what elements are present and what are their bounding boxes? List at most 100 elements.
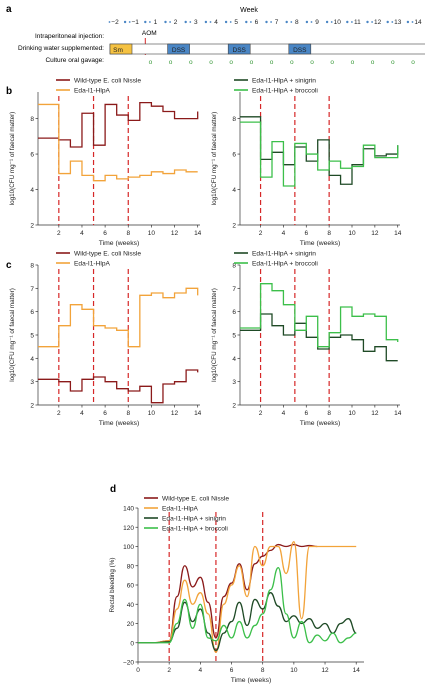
gavage-mark: o [250,59,254,66]
gavage-mark: o [229,59,233,66]
legend-label: Eda-I1-HlpA [162,506,199,513]
week-dot [123,20,127,24]
y-axis-label: log10(CFU mg⁻¹ of faecal matter) [9,112,16,206]
week-dot [305,20,309,24]
x-tick-label: 10 [348,230,356,237]
x-tick-label: 14 [394,230,402,237]
week-tick-label: 14 [414,19,422,26]
dss-block-label: DSS [172,47,186,54]
dss-block [167,43,190,55]
x-tick-label: 4 [282,230,286,237]
panel-label-d: d [110,484,116,495]
gavage-mark: o [411,59,415,66]
week-dot [371,21,373,23]
week-tick-label: 8 [295,19,299,26]
chart-c-left: 2 3 4 5 6 7 8 2 4 6 8 10 12 14 Time (weeks) log10(CFU m… [9,251,202,428]
y-tick-label: 8 [232,263,236,270]
x-tick-label: 12 [171,230,179,237]
sm-block [109,43,133,55]
week-tick-label: 9 [315,19,319,26]
week-tick-label: 13 [394,19,402,26]
week-tick-label: 12 [374,19,382,26]
x-axis-label: Time (weeks) [99,240,140,247]
y-tick-label: 4 [232,356,236,363]
series-line-broccoli [240,121,399,187]
x-tick-label: 2 [259,410,263,417]
y-tick-label: 5 [30,333,34,340]
x-tick-label: 2 [259,230,263,237]
week-dot [290,21,293,23]
week-dot [245,20,248,24]
gavage-mark: o [149,59,153,66]
x-tick-label: 6 [230,667,234,674]
series-line-wild_type [38,101,199,148]
x-tick-label: 14 [194,230,202,237]
injection-row-label: Intraperitoneal injection: [35,33,104,40]
gavage-mark: o [270,59,274,66]
week-dot [229,21,232,23]
x-tick-label: 4 [282,410,286,417]
legend-label: Eda-I1-HlpA + sinigrin [252,251,316,258]
y-tick-label: 80 [127,563,135,570]
week-dot [285,20,288,24]
dss-block-label: DSS [233,47,247,54]
week-dot [411,21,414,23]
y-tick-label: 2 [232,403,236,410]
x-tick-label: 10 [290,667,298,674]
x-tick-label: 2 [57,410,61,417]
series-line-eda [38,103,198,182]
charts: 2 4 6 8 2 4 6 8 10 12 14 Time (weeks) log10(CFU mg⁻¹… [9,78,402,685]
week-tick-label: 5 [234,19,238,26]
week-tick-label: −1 [131,19,139,26]
legend-label: Wild-type E. coli Nissle [162,496,229,503]
week-axis-label: Week [240,7,258,14]
week-dot [330,21,333,23]
y-axis-label: log10(CFU mg⁻¹ of faecal matter) [211,112,218,206]
x-tick-label: 10 [348,410,356,417]
dss-block [227,43,251,55]
week-dot [391,21,394,23]
gavage-mark: o [290,59,294,66]
week-dot [265,20,268,24]
week-dot [386,20,389,24]
y-tick-label: 140 [123,506,134,513]
y-tick-label: 40 [127,602,135,609]
legend-label: Eda-I1-HlpA [74,261,111,268]
water-track [109,43,425,55]
week-tick-label: 2 [174,19,178,26]
y-tick-label: 3 [232,379,236,386]
week-dot [169,21,172,23]
legend-label: Eda-I1-HlpA + broccoli [252,88,318,95]
legend-label: Wild-type E. coli Nissle [74,78,141,85]
gavage-mark: o [209,59,213,66]
x-tick-label: 6 [103,230,107,237]
y-tick-label: 2 [30,403,34,410]
x-axis-label: Time (weeks) [300,420,341,427]
y-tick-label: 8 [30,263,34,270]
week-dot [351,21,353,23]
y-tick-label: 6 [30,309,34,316]
y-tick-label: 4 [232,187,236,194]
x-tick-label: 8 [261,667,265,674]
series-line-sinigrin [240,313,398,362]
legend-label: Eda-I1-HlpA + broccoli [252,261,318,268]
y-tick-label: 120 [123,525,134,532]
x-tick-label: 14 [353,667,361,674]
gavage-mark: o [330,59,334,66]
gavage-row-label: Culture oral gavage: [45,57,104,64]
legend-label: Eda-I1-HlpA + broccoli [162,526,228,533]
chart-b-left: 2 4 6 8 2 4 6 8 10 12 14 Time (weeks) log10(CFU mg⁻¹… [9,78,202,248]
y-tick-label: 8 [232,116,236,123]
week-dot [325,20,329,24]
week-ticks: −2 −1 1 2 3 4 5 6 7 8 9 10 11 12 13 14 [108,19,422,55]
series-line-eda [137,541,357,654]
x-tick-label: 14 [394,410,402,417]
x-tick-label: 4 [80,410,84,417]
chart-b-right: 2 4 6 8 2 4 6 8 10 12 14 Time (weeks) log10(CFU mg⁻¹… [211,78,402,248]
panel-label-c: c [6,260,12,271]
series-line-wild_type [38,369,199,404]
week-tick-label: 4 [214,19,218,26]
week-dot [189,21,192,23]
water-row-label: Drinking water supplemented: [18,45,104,52]
